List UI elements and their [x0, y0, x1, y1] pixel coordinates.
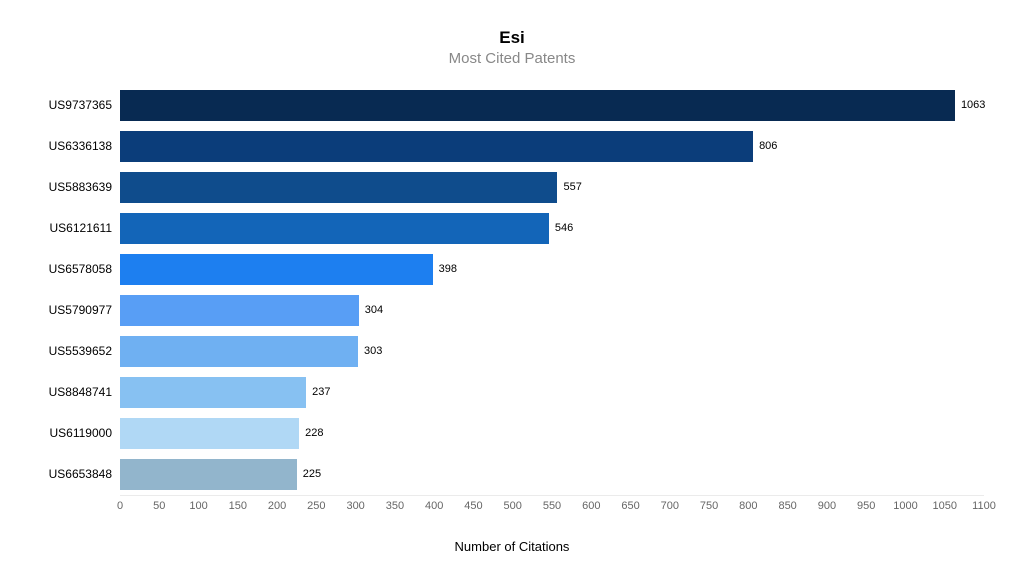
x-tick-label: 350 — [386, 500, 404, 512]
bar — [120, 459, 297, 490]
x-tick-label: 650 — [621, 500, 639, 512]
bar-row: US6336138806 — [120, 131, 984, 162]
x-tick-label: 900 — [818, 500, 836, 512]
bar — [120, 418, 299, 449]
x-tick-label: 200 — [268, 500, 286, 512]
x-tick-label: 700 — [661, 500, 679, 512]
bar-value-label: 557 — [563, 181, 581, 193]
x-tick-label: 0 — [117, 500, 123, 512]
bar — [120, 254, 433, 285]
y-category-label: US9737365 — [49, 98, 112, 112]
chart-subtitle: Most Cited Patents — [20, 50, 1004, 67]
x-tick-label: 850 — [778, 500, 796, 512]
bar — [120, 213, 549, 244]
bar-row: US5790977304 — [120, 295, 984, 326]
bar-value-label: 806 — [759, 140, 777, 152]
bar-row: US6578058398 — [120, 254, 984, 285]
y-category-label: US6121611 — [50, 221, 113, 235]
x-tick-label: 250 — [307, 500, 325, 512]
bar — [120, 172, 557, 203]
bar-value-label: 237 — [312, 386, 330, 398]
x-tick-label: 1100 — [972, 500, 996, 512]
bar-row: US5539652303 — [120, 336, 984, 367]
bar — [120, 377, 306, 408]
y-category-label: US8848741 — [49, 385, 112, 399]
x-tick-label: 100 — [189, 500, 207, 512]
y-category-label: US6578058 — [49, 262, 112, 276]
bar-row: US5883639557 — [120, 172, 984, 203]
x-tick-label: 600 — [582, 500, 600, 512]
x-tick-label: 500 — [504, 500, 522, 512]
x-tick-label: 150 — [229, 500, 247, 512]
bar-row: US97373651063 — [120, 90, 984, 121]
chart-title: Esi — [20, 28, 1004, 48]
x-tick-label: 950 — [857, 500, 875, 512]
y-category-label: US5883639 — [49, 180, 112, 194]
x-tick-label: 1000 — [893, 500, 917, 512]
chart-container: Esi Most Cited Patents US97373651063US63… — [0, 0, 1024, 585]
bar-value-label: 228 — [305, 427, 323, 439]
bar-value-label: 225 — [303, 468, 321, 480]
y-category-label: US6336138 — [49, 139, 112, 153]
bar — [120, 90, 955, 121]
bar-value-label: 304 — [365, 304, 383, 316]
y-category-label: US6119000 — [50, 426, 113, 440]
bar-row: US8848741237 — [120, 377, 984, 408]
y-category-label: US6653848 — [49, 467, 112, 481]
title-block: Esi Most Cited Patents — [20, 28, 1004, 67]
y-category-label: US5790977 — [49, 303, 112, 317]
y-category-label: US5539652 — [49, 344, 112, 358]
bar-value-label: 398 — [439, 263, 457, 275]
bar — [120, 295, 359, 326]
x-tick-label: 450 — [464, 500, 482, 512]
bar-row: US6121611546 — [120, 213, 984, 244]
x-tick-label: 1050 — [932, 500, 956, 512]
x-tick-label: 750 — [700, 500, 718, 512]
plot-area: US97373651063 US6336138806 US5883639557 US6… — [120, 85, 984, 515]
bar-value-label: 546 — [555, 222, 573, 234]
bar — [120, 336, 358, 367]
x-tick-label: 800 — [739, 500, 757, 512]
x-axis-label: Number of Citations — [20, 539, 1004, 554]
bar-row: US6653848225 — [120, 459, 984, 490]
x-tick-label: 50 — [153, 500, 165, 512]
bar-value-label: 303 — [364, 345, 382, 357]
bar-row: US6119000228 — [120, 418, 984, 449]
bar-value-label: 1063 — [961, 99, 985, 111]
x-tick-label: 400 — [425, 500, 443, 512]
x-tick-label: 550 — [543, 500, 561, 512]
bar — [120, 131, 753, 162]
bars-region: US97373651063 US6336138806 US5883639557 US6… — [120, 85, 984, 515]
x-tick-label: 300 — [346, 500, 364, 512]
x-axis: 0 50 100 150 200 250 300 350 400 450 500 550 600 650 7… — [120, 495, 984, 515]
